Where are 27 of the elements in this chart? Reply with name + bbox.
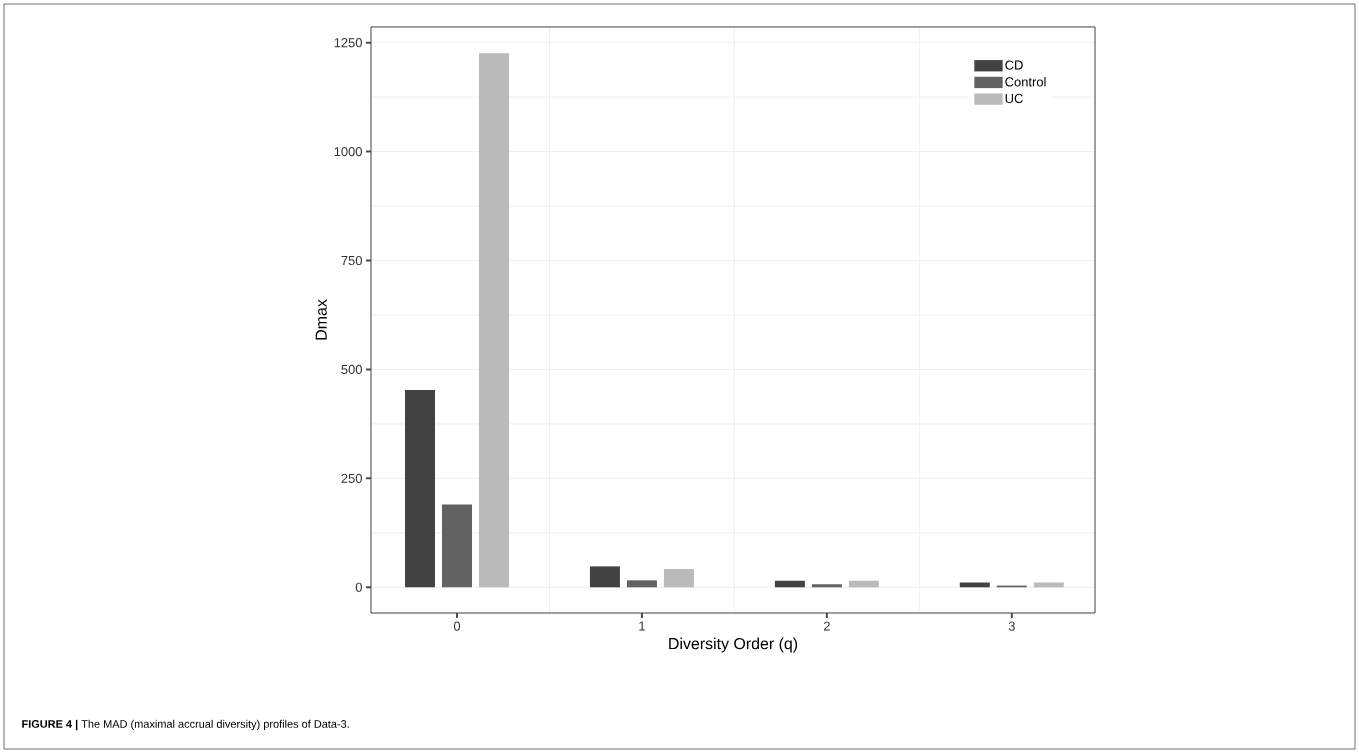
bar: [774, 580, 805, 588]
legend-label: UC: [1005, 93, 1023, 104]
legend-label: Control: [1005, 76, 1046, 87]
bar: [479, 53, 510, 588]
x-axis-title: Diversity Order (q): [669, 637, 798, 653]
y-tick-label: 0: [355, 582, 362, 592]
y-tick-label: 1000: [334, 147, 362, 157]
bar: [405, 389, 435, 588]
x-tick-label: 0: [453, 621, 461, 631]
text: FIGURE 4 | The MAD (maximal accrual diversity) profiles of Data-3.: [22, 719, 349, 731]
bar: [589, 566, 620, 588]
bar: [848, 580, 879, 588]
y-tick-label: 500: [341, 364, 362, 375]
legend-label: CD: [1005, 60, 1023, 70]
bar: [442, 504, 472, 588]
x-tick-label: 3: [1008, 621, 1015, 631]
bar: [663, 568, 694, 588]
x-tick-label: 1: [639, 621, 645, 631]
x-tick-label: 2: [823, 621, 830, 631]
bar: [811, 584, 842, 588]
bar: [626, 580, 657, 588]
y-tick-label: 250: [341, 473, 362, 483]
bar: [1033, 582, 1064, 588]
y-tick-label: 750: [341, 255, 362, 266]
bar: [959, 582, 990, 588]
y-axis-title: Dmax: [315, 299, 327, 340]
y-tick-label: 1250: [334, 38, 362, 48]
